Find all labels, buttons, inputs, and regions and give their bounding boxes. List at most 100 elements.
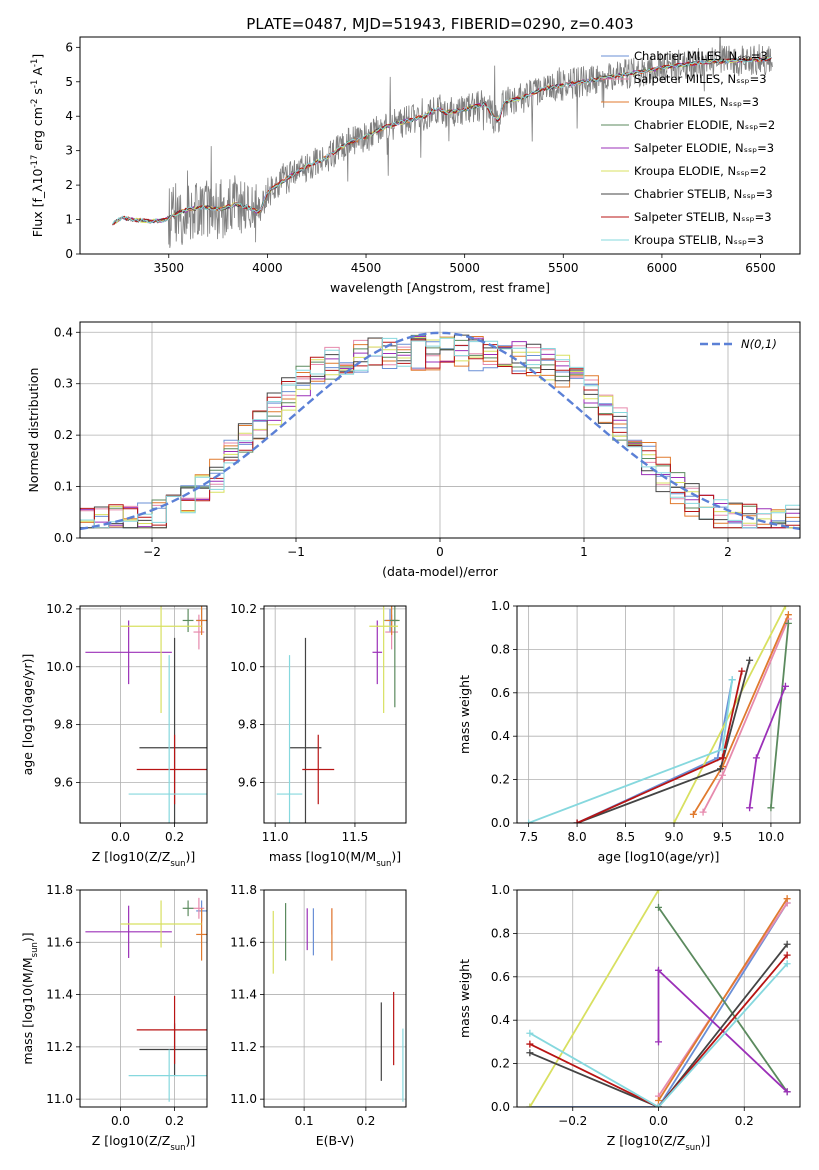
y-axis-label: age [log10(age/yr)] xyxy=(20,654,35,776)
axes-frame xyxy=(79,321,801,539)
y-tick-label: 1.0 xyxy=(491,883,510,897)
legend-entry: N(0,1) xyxy=(741,337,777,351)
x-tick-label: 0.0 xyxy=(111,830,130,844)
mass-weight-vs-metallicity-panel: −0.2 0.0 0.2 0.0 0.2 0.4 0.6 0.8 1.0 Z [log10(Z/Z… xyxy=(457,883,801,1153)
x-tick-label: 0.2 xyxy=(735,1114,754,1128)
x-tick-label: 0.1 xyxy=(295,1114,314,1128)
error-bar-point xyxy=(136,995,207,1064)
x-tick-label: 0.2 xyxy=(356,1114,375,1128)
legend-entry: Kroupa STELIB, Nₛₛₚ=3 xyxy=(634,233,764,247)
y-tick-label: 0.8 xyxy=(491,642,510,656)
error-bar-point xyxy=(128,655,207,823)
y-tick-label: 2 xyxy=(65,178,73,192)
error-bar-point xyxy=(85,620,172,685)
mass-weight-marker xyxy=(784,611,792,619)
y-tick-label: 1 xyxy=(65,213,73,227)
x-tick-label: 2 xyxy=(724,545,732,559)
x-tick-label: 8.5 xyxy=(616,830,635,844)
y-tick-label: 9.8 xyxy=(54,718,73,732)
x-tick-label: 0 xyxy=(436,545,444,559)
y-tick-label: 0.6 xyxy=(491,686,510,700)
mass-weight-marker xyxy=(728,676,736,684)
y-axis-label: mass weight xyxy=(457,675,472,754)
y-tick-label: 0.4 xyxy=(54,325,73,339)
error-bar-point xyxy=(182,608,194,633)
y-tick-label: 0.0 xyxy=(54,531,73,545)
mass-weight-series xyxy=(576,670,743,823)
mass-weight-series xyxy=(657,906,788,1093)
plot-area xyxy=(112,37,773,248)
x-tick-label: 3500 xyxy=(153,261,184,275)
x-tick-label: −0.2 xyxy=(558,1114,587,1128)
y-tick-label: 0 xyxy=(65,247,73,261)
legend: Chabrier MILES, Nₛₛₚ=3 Salpeter MILES, Nₛ… xyxy=(601,49,775,247)
y-tick-label: 3 xyxy=(65,144,73,158)
age-vs-mass-panel: 11.0 11.5 9.6 9.8 10.0 10.2 mass [log10(M/Msun… xyxy=(230,602,407,869)
model-histogram xyxy=(80,334,800,529)
x-tick-label: −1 xyxy=(287,545,305,559)
error-bar-point xyxy=(193,897,205,919)
x-tick-label: 4500 xyxy=(351,261,382,275)
error-bar-point xyxy=(85,905,172,958)
legend-entry: Salpeter ELODIE, Nₛₛₚ=3 xyxy=(634,141,774,155)
mass-weight-series xyxy=(529,963,788,1107)
x-axis-label: mass [log10(M/Msun)] xyxy=(269,849,401,869)
error-bar-point xyxy=(369,606,399,714)
y-tick-label: 5 xyxy=(65,75,73,89)
mass-weight-series xyxy=(529,902,788,1107)
plot-area xyxy=(526,890,791,1107)
x-axis-label: (data-model)/error xyxy=(382,564,499,579)
model-spectrum xyxy=(112,56,772,225)
y-tick-label: 11.2 xyxy=(230,1040,257,1054)
y-tick-label: 0.3 xyxy=(54,377,73,391)
x-tick-label: 0.2 xyxy=(165,1114,184,1128)
mass-weight-marker xyxy=(746,656,754,664)
y-tick-label: 10.2 xyxy=(230,602,257,616)
x-tick-label: 5000 xyxy=(449,261,480,275)
y-tick-label: 11.8 xyxy=(230,883,257,897)
y-tick-label: 11.4 xyxy=(46,988,73,1002)
x-tick-label: 7.5 xyxy=(519,830,538,844)
axes-frame xyxy=(79,605,208,824)
error-bar-point xyxy=(390,606,400,708)
plot-area xyxy=(272,903,404,1102)
mass-weight-vs-age-panel: 7.5 8.0 8.5 9.0 9.5 10.0 0.0 0.2 0.4 0.6 0.8 1.0 age… xyxy=(457,599,801,864)
y-tick-label: 10.0 xyxy=(230,660,257,674)
mass-weight-marker xyxy=(655,1096,662,1104)
age-vs-metallicity-panel: 0.0 0.2 9.6 9.8 10.0 10.2 Z [log10(Z/Zsun)] age… xyxy=(20,602,208,869)
mass-weight-marker xyxy=(781,682,789,690)
mass-weight-marker xyxy=(783,940,791,948)
y-tick-label: 4 xyxy=(65,109,73,123)
legend-entry: Kroupa MILES, Nₛₛₚ=3 xyxy=(634,95,759,109)
y-tick-label: 11.8 xyxy=(46,883,73,897)
error-bar-point xyxy=(196,908,207,961)
x-tick-label: 0.0 xyxy=(111,1114,130,1128)
y-tick-label: 0.4 xyxy=(491,729,510,743)
y-axis-label: Normed distribution xyxy=(26,368,41,493)
x-tick-label: 10.0 xyxy=(758,830,785,844)
y-axis-label: mass weight xyxy=(457,959,472,1038)
y-tick-label: 9.6 xyxy=(238,775,257,789)
mass-weight-marker xyxy=(525,819,533,823)
mass-weight-marker xyxy=(689,810,697,818)
x-axis-label: Z [log10(Z/Zsun)] xyxy=(92,849,196,869)
plot-area xyxy=(80,331,800,531)
y-tick-label: 0.4 xyxy=(491,1013,510,1027)
legend-entry: Chabrier MILES, Nₛₛₚ=3 xyxy=(634,49,768,63)
mass-weight-marker xyxy=(783,960,791,968)
mass-weight-marker xyxy=(655,966,662,974)
axes-frame xyxy=(263,605,407,824)
mass-weight-series xyxy=(770,623,790,808)
observed-spectrum xyxy=(112,37,773,248)
x-tick-label: 9.5 xyxy=(713,830,732,844)
y-tick-label: 0.0 xyxy=(491,816,510,830)
mass-weight-marker xyxy=(573,819,581,823)
y-tick-label: 0.2 xyxy=(491,1057,510,1071)
plot-area xyxy=(525,606,792,823)
y-tick-label: 11.4 xyxy=(230,988,257,1002)
mass-weight-marker xyxy=(784,619,792,627)
axes-frame xyxy=(79,36,801,255)
model-histogram xyxy=(80,339,800,529)
model-histogram xyxy=(80,337,800,529)
